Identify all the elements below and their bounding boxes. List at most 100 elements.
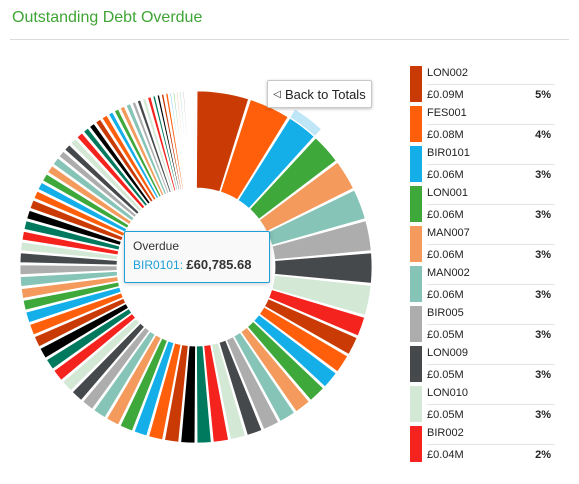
legend-amount: £0.09M [427,89,464,101]
legend-item[interactable]: BIR0101 £0.06M 3% [410,146,555,186]
donut-slice-other[interactable] [22,281,120,311]
donut-slice-other[interactable] [33,297,127,348]
donut-slice-other[interactable] [203,344,229,443]
donut-slice-other[interactable] [62,317,141,392]
donut-slice-other[interactable] [113,108,162,198]
donut-slice-other[interactable] [82,326,150,410]
donut-slice-other[interactable] [71,322,146,401]
legend-amount: £0.05M [427,369,464,381]
donut-slice-other[interactable] [19,270,118,288]
legend-item[interactable]: MAN002 £0.06M 3% [410,266,555,306]
donut-slice-other[interactable] [19,264,118,276]
donut-slice-other[interactable] [172,91,187,190]
donut-slice-other[interactable] [164,344,189,443]
donut-slice-other[interactable] [218,339,263,436]
back-to-totals-button[interactable]: ◁ Back to Totals [267,80,372,108]
donut-slice-other[interactable] [179,91,190,189]
donut-slice-other[interactable] [187,90,194,189]
donut-slice-other[interactable] [64,144,140,215]
legend-divider [427,84,555,85]
donut-slice-other[interactable] [101,114,157,201]
donut-slice-other[interactable] [47,165,132,225]
donut-slice-lon001[interactable] [249,137,337,220]
donut-slice-other[interactable] [19,252,118,266]
donut-slice-other[interactable] [190,90,195,189]
donut-slice-other[interactable] [185,90,193,189]
donut-slice-other[interactable] [133,340,175,437]
donut-slice-other[interactable] [182,90,192,189]
donut-slice-other[interactable] [108,111,160,199]
donut-slice-other[interactable] [53,313,137,381]
donut-slice-other[interactable] [258,306,349,373]
legend-percent: 3% [535,169,551,181]
donut-slice-bir002[interactable] [268,289,366,337]
donut-slice-other[interactable] [83,127,149,207]
donut-slice-other[interactable] [89,123,151,205]
legend-item[interactable]: FES001 £0.08M 4% [410,106,555,146]
donut-slice-other[interactable] [42,173,130,229]
donut-slice-other[interactable] [246,320,325,401]
legend-item[interactable]: LON002 £0.09M 5% [410,66,555,106]
donut-slice-other[interactable] [196,345,212,444]
donut-slice-bir0101[interactable] [237,117,315,210]
donut-slice-other[interactable] [152,95,179,191]
donut-slice-other[interactable] [119,337,168,432]
donut-slice-other[interactable] [156,94,180,191]
donut-slice-other[interactable] [253,314,337,388]
donut-slice-other[interactable] [125,103,167,196]
donut-slice-other[interactable] [93,330,156,419]
donut-slice-other[interactable] [211,342,246,441]
donut-slice-other[interactable] [95,118,154,203]
donut-slice-lon002[interactable] [196,90,250,193]
donut-slice-other[interactable] [26,209,122,246]
donut-slice-other[interactable] [23,220,121,251]
legend-item[interactable]: MAN007 £0.06M 3% [410,226,555,266]
donut-slice-other[interactable] [52,157,135,222]
legend-divider [427,324,555,325]
donut-slice-other[interactable] [194,90,196,189]
donut-slice-lon009[interactable] [274,252,373,284]
donut-slice-bir005[interactable] [271,220,372,261]
donut-slice-other[interactable] [21,230,120,256]
donut-slice-other[interactable] [58,150,138,218]
legend-item[interactable]: BIR005 £0.05M 3% [410,306,555,346]
donut-slice-other[interactable] [119,105,165,197]
donut-slice-other[interactable] [169,92,186,190]
donut-slice-other[interactable] [39,303,129,359]
donut-slice-other[interactable] [264,298,358,355]
donut-slice-other[interactable] [240,326,310,413]
donut-slice-other[interactable] [160,93,182,191]
donut-slice-other[interactable] [29,292,124,336]
donut-slice-other[interactable] [46,308,133,370]
legend-swatch [410,66,422,102]
legend-name: MAN007 [427,227,470,239]
legend-item[interactable]: LON009 £0.05M 3% [410,346,555,386]
donut-slice-other[interactable] [225,336,280,430]
donut-slice-other[interactable] [106,334,162,426]
donut-slice-other[interactable] [70,138,143,213]
donut-slice-other[interactable] [136,99,172,194]
donut-slice-other[interactable] [131,101,170,194]
donut-slice-other[interactable] [192,90,196,189]
legend-item[interactable]: LON001 £0.06M 3% [410,186,555,226]
donut-slice-other[interactable] [141,97,174,193]
donut-slice-other[interactable] [76,132,146,210]
donut-slice-other[interactable] [147,96,177,192]
legend-name: LON010 [427,387,468,399]
donut-slice-other[interactable] [20,241,119,261]
donut-slice-other[interactable] [165,92,184,190]
legend-item[interactable]: BIR002 £0.04M 2% [410,426,555,466]
legend-swatch [410,106,422,142]
donut-slice-fes001[interactable] [219,99,289,201]
legend-item[interactable]: LON010 £0.05M 3% [410,386,555,426]
donut-slice-other[interactable] [175,91,189,189]
donut-slice-other[interactable] [25,286,122,324]
donut-slice-other[interactable] [180,345,196,444]
donut-slice-lon010[interactable] [271,274,372,316]
donut-slice-other[interactable] [29,199,124,242]
donut-slice-other[interactable] [20,276,119,299]
donut-slice-other[interactable] [148,342,182,441]
legend-amount: £0.06M [427,169,464,181]
donut-slice-other[interactable] [233,331,296,422]
legend-percent: 3% [535,289,551,301]
